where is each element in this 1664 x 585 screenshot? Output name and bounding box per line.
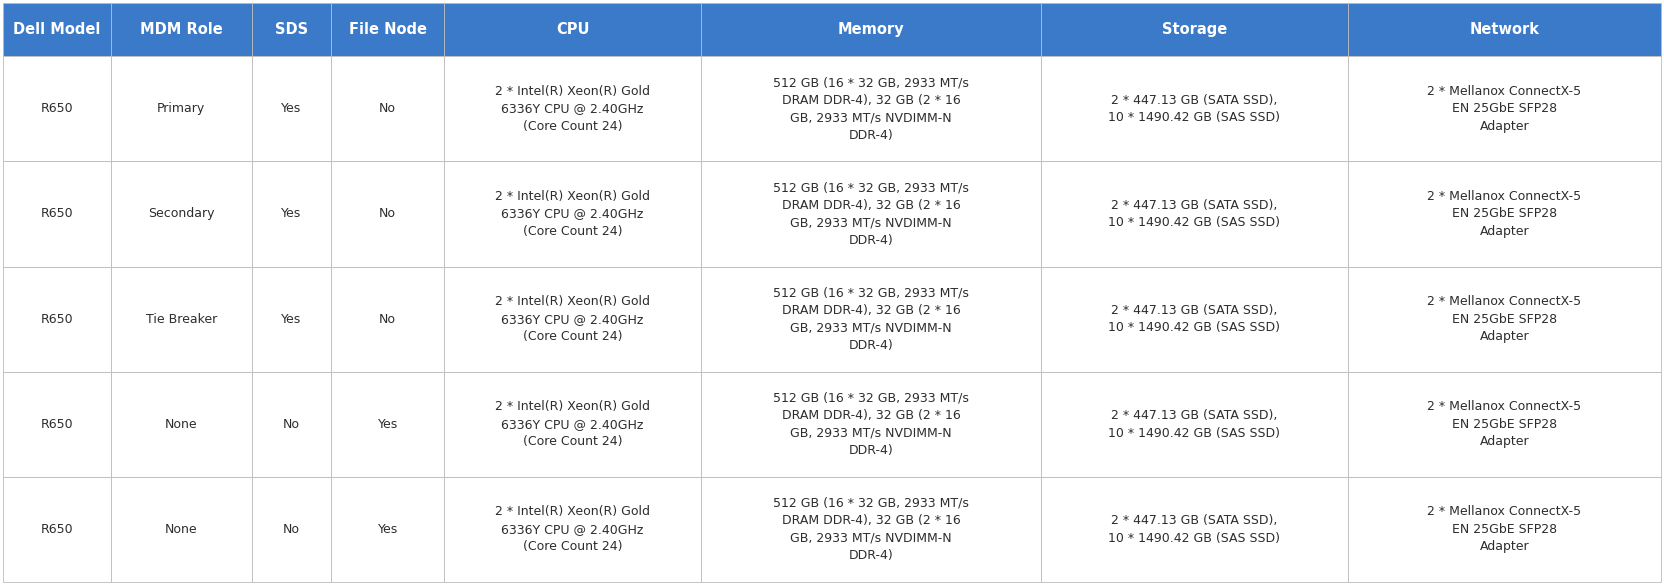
Text: 2 * Intel(R) Xeon(R) Gold
6336Y CPU @ 2.40GHz
(Core Count 24): 2 * Intel(R) Xeon(R) Gold 6336Y CPU @ 2.… [494, 190, 651, 238]
Bar [1042, 267, 1348, 371]
Text: 512 GB (16 * 32 GB, 2933 MT/s
DRAM DDR-4), 32 GB (2 * 16
GB, 2933 MT/s NVDIMM-N
: 512 GB (16 * 32 GB, 2933 MT/s DRAM DDR-4… [774, 181, 968, 247]
Text: 2 * Intel(R) Xeon(R) Gold
6336Y CPU @ 2.40GHz
(Core Count 24): 2 * Intel(R) Xeon(R) Gold 6336Y CPU @ 2.… [494, 85, 651, 133]
Bar [111, 161, 251, 267]
Bar [701, 371, 1042, 477]
Bar [1042, 3, 1348, 56]
Bar [444, 371, 701, 477]
Bar [251, 267, 331, 371]
Text: R650: R650 [40, 102, 73, 115]
Bar [701, 56, 1042, 161]
Text: 2 * 447.13 GB (SATA SSD),
10 * 1490.42 GB (SAS SSD): 2 * 447.13 GB (SATA SSD), 10 * 1490.42 G… [1108, 514, 1280, 545]
Bar [701, 477, 1042, 582]
Bar [1348, 161, 1661, 267]
Text: SDS: SDS [275, 22, 308, 37]
Bar [3, 3, 111, 56]
Text: Yes: Yes [281, 312, 301, 326]
Text: R650: R650 [40, 312, 73, 326]
Bar [111, 267, 251, 371]
Bar [331, 477, 444, 582]
Bar [251, 56, 331, 161]
Bar [1042, 477, 1348, 582]
Text: Yes: Yes [281, 102, 301, 115]
Text: Dell Model: Dell Model [13, 22, 100, 37]
Bar [444, 477, 701, 582]
Text: 512 GB (16 * 32 GB, 2933 MT/s
DRAM DDR-4), 32 GB (2 * 16
GB, 2933 MT/s NVDIMM-N
: 512 GB (16 * 32 GB, 2933 MT/s DRAM DDR-4… [774, 287, 968, 352]
Bar [1348, 477, 1661, 582]
Bar [1042, 56, 1348, 161]
Bar [701, 267, 1042, 371]
Bar [1348, 371, 1661, 477]
Bar [701, 3, 1042, 56]
Bar [701, 161, 1042, 267]
Text: R650: R650 [40, 523, 73, 536]
Bar [444, 3, 701, 56]
Bar [444, 161, 701, 267]
Text: 512 GB (16 * 32 GB, 2933 MT/s
DRAM DDR-4), 32 GB (2 * 16
GB, 2933 MT/s NVDIMM-N
: 512 GB (16 * 32 GB, 2933 MT/s DRAM DDR-4… [774, 497, 968, 562]
Bar [111, 56, 251, 161]
Text: None: None [165, 523, 198, 536]
Bar [444, 56, 701, 161]
Text: 2 * Intel(R) Xeon(R) Gold
6336Y CPU @ 2.40GHz
(Core Count 24): 2 * Intel(R) Xeon(R) Gold 6336Y CPU @ 2.… [494, 400, 651, 448]
Text: R650: R650 [40, 418, 73, 431]
Bar [1042, 161, 1348, 267]
Text: R650: R650 [40, 208, 73, 221]
Text: CPU: CPU [556, 22, 589, 37]
Text: Yes: Yes [378, 418, 398, 431]
Text: Primary: Primary [156, 102, 205, 115]
Text: 2 * 447.13 GB (SATA SSD),
10 * 1490.42 GB (SAS SSD): 2 * 447.13 GB (SATA SSD), 10 * 1490.42 G… [1108, 94, 1280, 124]
Bar [111, 477, 251, 582]
Bar [331, 3, 444, 56]
Bar [1348, 3, 1661, 56]
Text: 2 * Mellanox ConnectX-5
EN 25GbE SFP28
Adapter: 2 * Mellanox ConnectX-5 EN 25GbE SFP28 A… [1428, 400, 1581, 448]
Text: Network: Network [1469, 22, 1539, 37]
Bar [251, 477, 331, 582]
Bar [331, 56, 444, 161]
Bar [331, 371, 444, 477]
Bar [3, 161, 111, 267]
Text: 2 * 447.13 GB (SATA SSD),
10 * 1490.42 GB (SAS SSD): 2 * 447.13 GB (SATA SSD), 10 * 1490.42 G… [1108, 304, 1280, 335]
Text: No: No [379, 312, 396, 326]
Bar [251, 161, 331, 267]
Text: No: No [283, 523, 300, 536]
Text: No: No [379, 208, 396, 221]
Bar [111, 3, 251, 56]
Bar [1042, 371, 1348, 477]
Text: 2 * Intel(R) Xeon(R) Gold
6336Y CPU @ 2.40GHz
(Core Count 24): 2 * Intel(R) Xeon(R) Gold 6336Y CPU @ 2.… [494, 295, 651, 343]
Bar [3, 267, 111, 371]
Text: Tie Breaker: Tie Breaker [146, 312, 216, 326]
Text: 2 * Mellanox ConnectX-5
EN 25GbE SFP28
Adapter: 2 * Mellanox ConnectX-5 EN 25GbE SFP28 A… [1428, 295, 1581, 343]
Text: No: No [283, 418, 300, 431]
Bar [331, 267, 444, 371]
Text: MDM Role: MDM Role [140, 22, 223, 37]
Bar [1348, 267, 1661, 371]
Text: Memory: Memory [837, 22, 904, 37]
Text: 2 * Mellanox ConnectX-5
EN 25GbE SFP28
Adapter: 2 * Mellanox ConnectX-5 EN 25GbE SFP28 A… [1428, 505, 1581, 553]
Bar [3, 477, 111, 582]
Bar [1348, 56, 1661, 161]
Text: No: No [379, 102, 396, 115]
Text: None: None [165, 418, 198, 431]
Bar [444, 267, 701, 371]
Bar [251, 371, 331, 477]
Text: 512 GB (16 * 32 GB, 2933 MT/s
DRAM DDR-4), 32 GB (2 * 16
GB, 2933 MT/s NVDIMM-N
: 512 GB (16 * 32 GB, 2933 MT/s DRAM DDR-4… [774, 76, 968, 142]
Text: File Node: File Node [349, 22, 426, 37]
Text: 2 * Intel(R) Xeon(R) Gold
6336Y CPU @ 2.40GHz
(Core Count 24): 2 * Intel(R) Xeon(R) Gold 6336Y CPU @ 2.… [494, 505, 651, 553]
Text: Storage: Storage [1161, 22, 1226, 37]
Bar [251, 3, 331, 56]
Text: Secondary: Secondary [148, 208, 215, 221]
Text: 2 * Mellanox ConnectX-5
EN 25GbE SFP28
Adapter: 2 * Mellanox ConnectX-5 EN 25GbE SFP28 A… [1428, 190, 1581, 238]
Text: 512 GB (16 * 32 GB, 2933 MT/s
DRAM DDR-4), 32 GB (2 * 16
GB, 2933 MT/s NVDIMM-N
: 512 GB (16 * 32 GB, 2933 MT/s DRAM DDR-4… [774, 391, 968, 457]
Bar [3, 371, 111, 477]
Text: 2 * Mellanox ConnectX-5
EN 25GbE SFP28
Adapter: 2 * Mellanox ConnectX-5 EN 25GbE SFP28 A… [1428, 85, 1581, 133]
Bar [3, 56, 111, 161]
Bar [331, 161, 444, 267]
Bar [111, 371, 251, 477]
Text: 2 * 447.13 GB (SATA SSD),
10 * 1490.42 GB (SAS SSD): 2 * 447.13 GB (SATA SSD), 10 * 1490.42 G… [1108, 199, 1280, 229]
Text: Yes: Yes [378, 523, 398, 536]
Text: Yes: Yes [281, 208, 301, 221]
Text: 2 * 447.13 GB (SATA SSD),
10 * 1490.42 GB (SAS SSD): 2 * 447.13 GB (SATA SSD), 10 * 1490.42 G… [1108, 409, 1280, 439]
